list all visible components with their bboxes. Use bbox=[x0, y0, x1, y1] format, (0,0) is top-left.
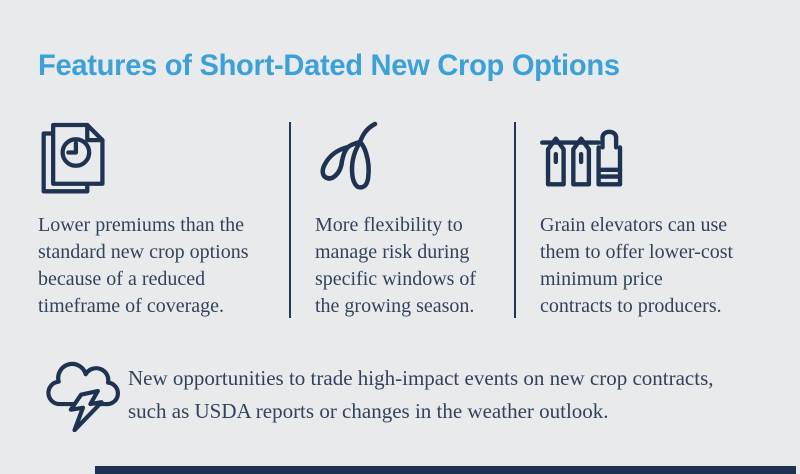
feature-text: Lower premiums than the standard new cro… bbox=[38, 214, 249, 317]
storm-cloud-lightning-icon bbox=[46, 361, 120, 433]
icon-box bbox=[38, 120, 288, 212]
feature-grain-elevators: Grain elevators can use them to offer lo… bbox=[540, 120, 780, 320]
icon-box bbox=[315, 120, 510, 212]
column-divider bbox=[289, 122, 291, 318]
soybean-pods-icon bbox=[320, 121, 378, 190]
feature-weather-events: New opportunities to trade high-impact e… bbox=[42, 350, 782, 437]
feature-premiums: Lower premiums than the standard new cro… bbox=[38, 120, 288, 320]
footer-accent-bar bbox=[95, 466, 796, 474]
document-clock-icon bbox=[41, 122, 105, 194]
column-divider bbox=[514, 122, 516, 318]
grain-elevator-icon bbox=[540, 129, 623, 187]
feature-text: Grain elevators can use them to offer lo… bbox=[540, 214, 734, 317]
icon-box bbox=[42, 350, 128, 437]
footer-feature-text: New opportunities to trade high-impact e… bbox=[128, 366, 714, 423]
icon-box bbox=[540, 120, 780, 212]
feature-flexibility: More flexibility to manage risk during s… bbox=[315, 120, 510, 320]
page-title: Features of Short-Dated New Crop Options bbox=[38, 49, 620, 82]
feature-text: More flexibility to manage risk during s… bbox=[315, 214, 477, 317]
